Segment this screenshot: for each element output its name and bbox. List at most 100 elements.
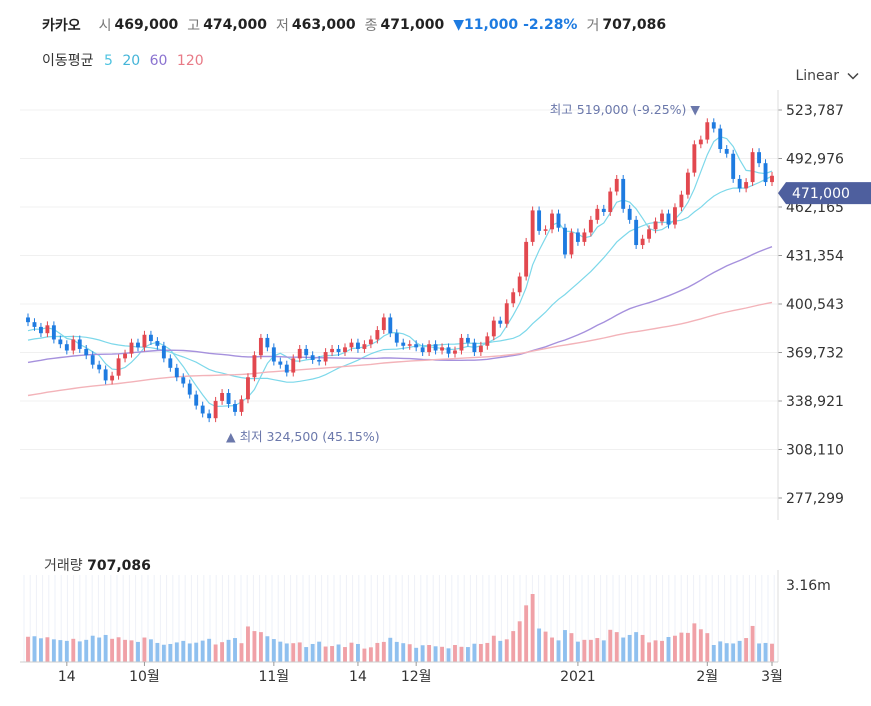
candle-body [621, 178, 626, 209]
candle-body [698, 139, 703, 145]
candle-body [51, 325, 56, 340]
price-tick-label: 369,732 [786, 346, 844, 362]
volume-bar [136, 641, 140, 662]
candle-body [394, 333, 399, 343]
candle-body [271, 347, 276, 362]
candle-body [58, 339, 63, 345]
volume-panel-label: 거래량 707,086 [44, 555, 151, 575]
volume-bar [485, 642, 490, 662]
candle-body [239, 399, 244, 412]
volume-bar [491, 635, 496, 662]
volume-bar [142, 637, 147, 662]
volume-bar [77, 641, 82, 662]
moving-average-legend[interactable]: 이동평균 5 20 60 120 [42, 50, 209, 70]
candle-body [252, 355, 257, 378]
candle-body [679, 194, 684, 208]
candle-body [407, 344, 412, 346]
volume-bar [71, 638, 76, 662]
volume-grid [23, 575, 775, 662]
volume-bar [97, 637, 102, 662]
volume-bar [362, 648, 367, 662]
candle-body [26, 317, 30, 323]
candle-body [284, 364, 289, 373]
volume-bar [647, 642, 652, 662]
candle-body [601, 208, 606, 212]
candle-body [226, 393, 231, 405]
ma-20-label: 20 [122, 53, 141, 69]
scale-dropdown[interactable]: Linear [795, 68, 859, 84]
volume-bar [737, 640, 742, 662]
candle-body [705, 122, 710, 140]
candle-body [388, 317, 393, 334]
price-tick-label: 338,921 [786, 394, 844, 410]
candle-body [116, 358, 121, 376]
volume-bar [123, 639, 127, 662]
candle-body [433, 344, 438, 351]
volume-bar [161, 644, 166, 662]
candle-body [485, 336, 490, 346]
candle-body [84, 348, 89, 356]
volume-value: 707,086 [602, 17, 667, 33]
volume-bar [168, 643, 173, 662]
candle-body [110, 375, 115, 381]
volume-bar [220, 642, 225, 662]
candle-body [414, 344, 419, 348]
candle-body [90, 355, 95, 365]
candle-body [537, 210, 542, 231]
volume-bar [155, 642, 160, 662]
volume-bar [692, 623, 697, 662]
candle-body [744, 182, 749, 189]
candle-body [731, 153, 736, 179]
current-price-tag [778, 182, 871, 205]
chevron-down-icon [847, 72, 859, 80]
candle-body [653, 221, 658, 230]
date-tick-label: 3월 [761, 669, 783, 685]
volume-bar [148, 639, 153, 662]
candle-body [362, 344, 367, 349]
annotations: 최고 519,000 (-9.25%) ▼ ▲ 최저 324,500 (45.15… [226, 102, 700, 444]
volume-bar [304, 647, 309, 662]
volume-bar [705, 633, 710, 662]
candle-body [381, 317, 386, 331]
volume-bar [627, 634, 632, 662]
volume-bar [666, 637, 671, 662]
price-tick-label: 492,976 [786, 152, 844, 168]
low-label: 저 [275, 18, 289, 34]
volume-bar [582, 639, 587, 662]
volume-bar [284, 643, 289, 662]
volume-bar [634, 632, 639, 662]
volume-bar [330, 646, 335, 662]
change-value: 11,000 [464, 17, 519, 33]
volume-bar [116, 637, 121, 662]
volume-bar [530, 594, 535, 662]
candle-body [103, 369, 108, 381]
candle-body [64, 344, 69, 351]
candle-body [142, 334, 147, 348]
candle-body [420, 347, 425, 353]
volume-bar [401, 643, 406, 662]
candle-body [129, 342, 134, 354]
volume-bar [349, 642, 354, 662]
volume-bar [614, 632, 619, 662]
date-tick-label: 12월 [401, 669, 432, 685]
current-price-label: 471,000 [792, 186, 850, 202]
candle-body [718, 128, 723, 150]
volume-bar [453, 645, 457, 662]
candle-body [478, 345, 483, 353]
candle-body [200, 405, 205, 414]
candle-body [524, 241, 529, 277]
date-axis: 14 10월 11월 14 12월 2021 2월 3월 [20, 661, 783, 685]
candle-body [472, 342, 477, 353]
candle-body [45, 325, 50, 334]
volume-bar [181, 640, 186, 662]
candle-body [673, 207, 677, 225]
volume-bar [64, 640, 69, 662]
volume-bar [84, 639, 89, 662]
candle-body [614, 178, 619, 192]
volume-bar [763, 642, 768, 662]
volume-bar [537, 628, 542, 662]
ma-120-label: 120 [176, 53, 204, 69]
candle-body [187, 383, 192, 395]
volume-panel-value: 707,086 [87, 558, 151, 574]
